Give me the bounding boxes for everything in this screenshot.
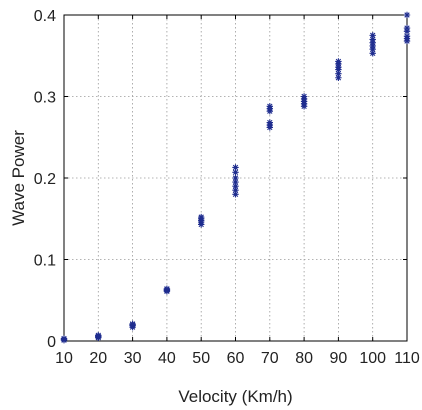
- y-tick-label: 0.2: [34, 171, 56, 188]
- data-point: [335, 70, 342, 77]
- x-tick-label: 30: [124, 350, 142, 367]
- y-tick-label: 0: [47, 334, 56, 351]
- x-tick-label: 60: [227, 350, 245, 367]
- data-point: [369, 36, 376, 43]
- data-point: [198, 213, 205, 221]
- x-tick-label: 80: [295, 350, 313, 367]
- x-tick-label: 50: [192, 350, 210, 367]
- data-point: [266, 119, 273, 126]
- data-point: [300, 93, 308, 100]
- data-point: [266, 103, 273, 110]
- data-point: [369, 46, 376, 53]
- data-point: [335, 63, 342, 71]
- x-tick-label: 20: [89, 350, 107, 367]
- data-point: [403, 32, 411, 40]
- data-point: [232, 187, 239, 194]
- data-point: [232, 178, 239, 186]
- data-point: [232, 169, 239, 176]
- data-point: [403, 11, 411, 19]
- data-point: [369, 50, 376, 57]
- grid-lines: [64, 15, 407, 341]
- y-axis-label: Wave Power: [9, 130, 28, 226]
- data-point: [60, 335, 68, 342]
- x-tick-label: 10: [55, 350, 73, 367]
- x-tick-label: 70: [261, 350, 279, 367]
- data-point: [163, 285, 171, 293]
- data-point: [403, 24, 411, 32]
- x-tick-label: 90: [330, 350, 348, 367]
- data-point: [232, 182, 239, 190]
- data-point: [232, 174, 239, 182]
- data-point: [129, 320, 136, 328]
- x-tick-label: 110: [394, 350, 420, 367]
- x-tick-label: 100: [359, 350, 386, 367]
- data-point: [232, 164, 239, 171]
- axis-ticks: 10 20 30 40 50 60 70 80 90 100 110 0 0.1 0.2 0.3 0.4: [34, 8, 420, 367]
- data-point: [403, 28, 411, 35]
- x-tick-label: 40: [158, 350, 176, 367]
- data-point: [335, 58, 342, 65]
- y-tick-label: 0.3: [34, 90, 56, 107]
- data-point: [369, 39, 376, 46]
- y-tick-label: 0.1: [34, 253, 56, 270]
- data-point: [335, 74, 342, 81]
- data-point: [369, 32, 376, 39]
- data-point: [95, 332, 102, 339]
- data-points: [60, 11, 411, 344]
- data-point: [232, 191, 239, 198]
- y-tick-label: 0.4: [34, 8, 56, 25]
- data-point: [369, 42, 376, 50]
- x-axis-label: Velocity (Km/h): [178, 387, 292, 406]
